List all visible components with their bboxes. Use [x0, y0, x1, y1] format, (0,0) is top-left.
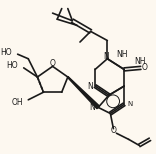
Polygon shape: [68, 77, 100, 109]
Text: N: N: [88, 82, 93, 91]
Text: NH: NH: [117, 51, 128, 59]
Text: O: O: [141, 63, 147, 72]
Text: OH: OH: [12, 98, 24, 107]
Text: O: O: [110, 126, 116, 135]
Text: O: O: [50, 59, 56, 68]
Text: N: N: [127, 101, 132, 107]
Text: HO: HO: [1, 48, 12, 57]
Text: NH: NH: [134, 57, 145, 66]
Text: HO: HO: [6, 61, 18, 70]
Text: N: N: [103, 52, 109, 61]
Text: N: N: [89, 103, 95, 112]
